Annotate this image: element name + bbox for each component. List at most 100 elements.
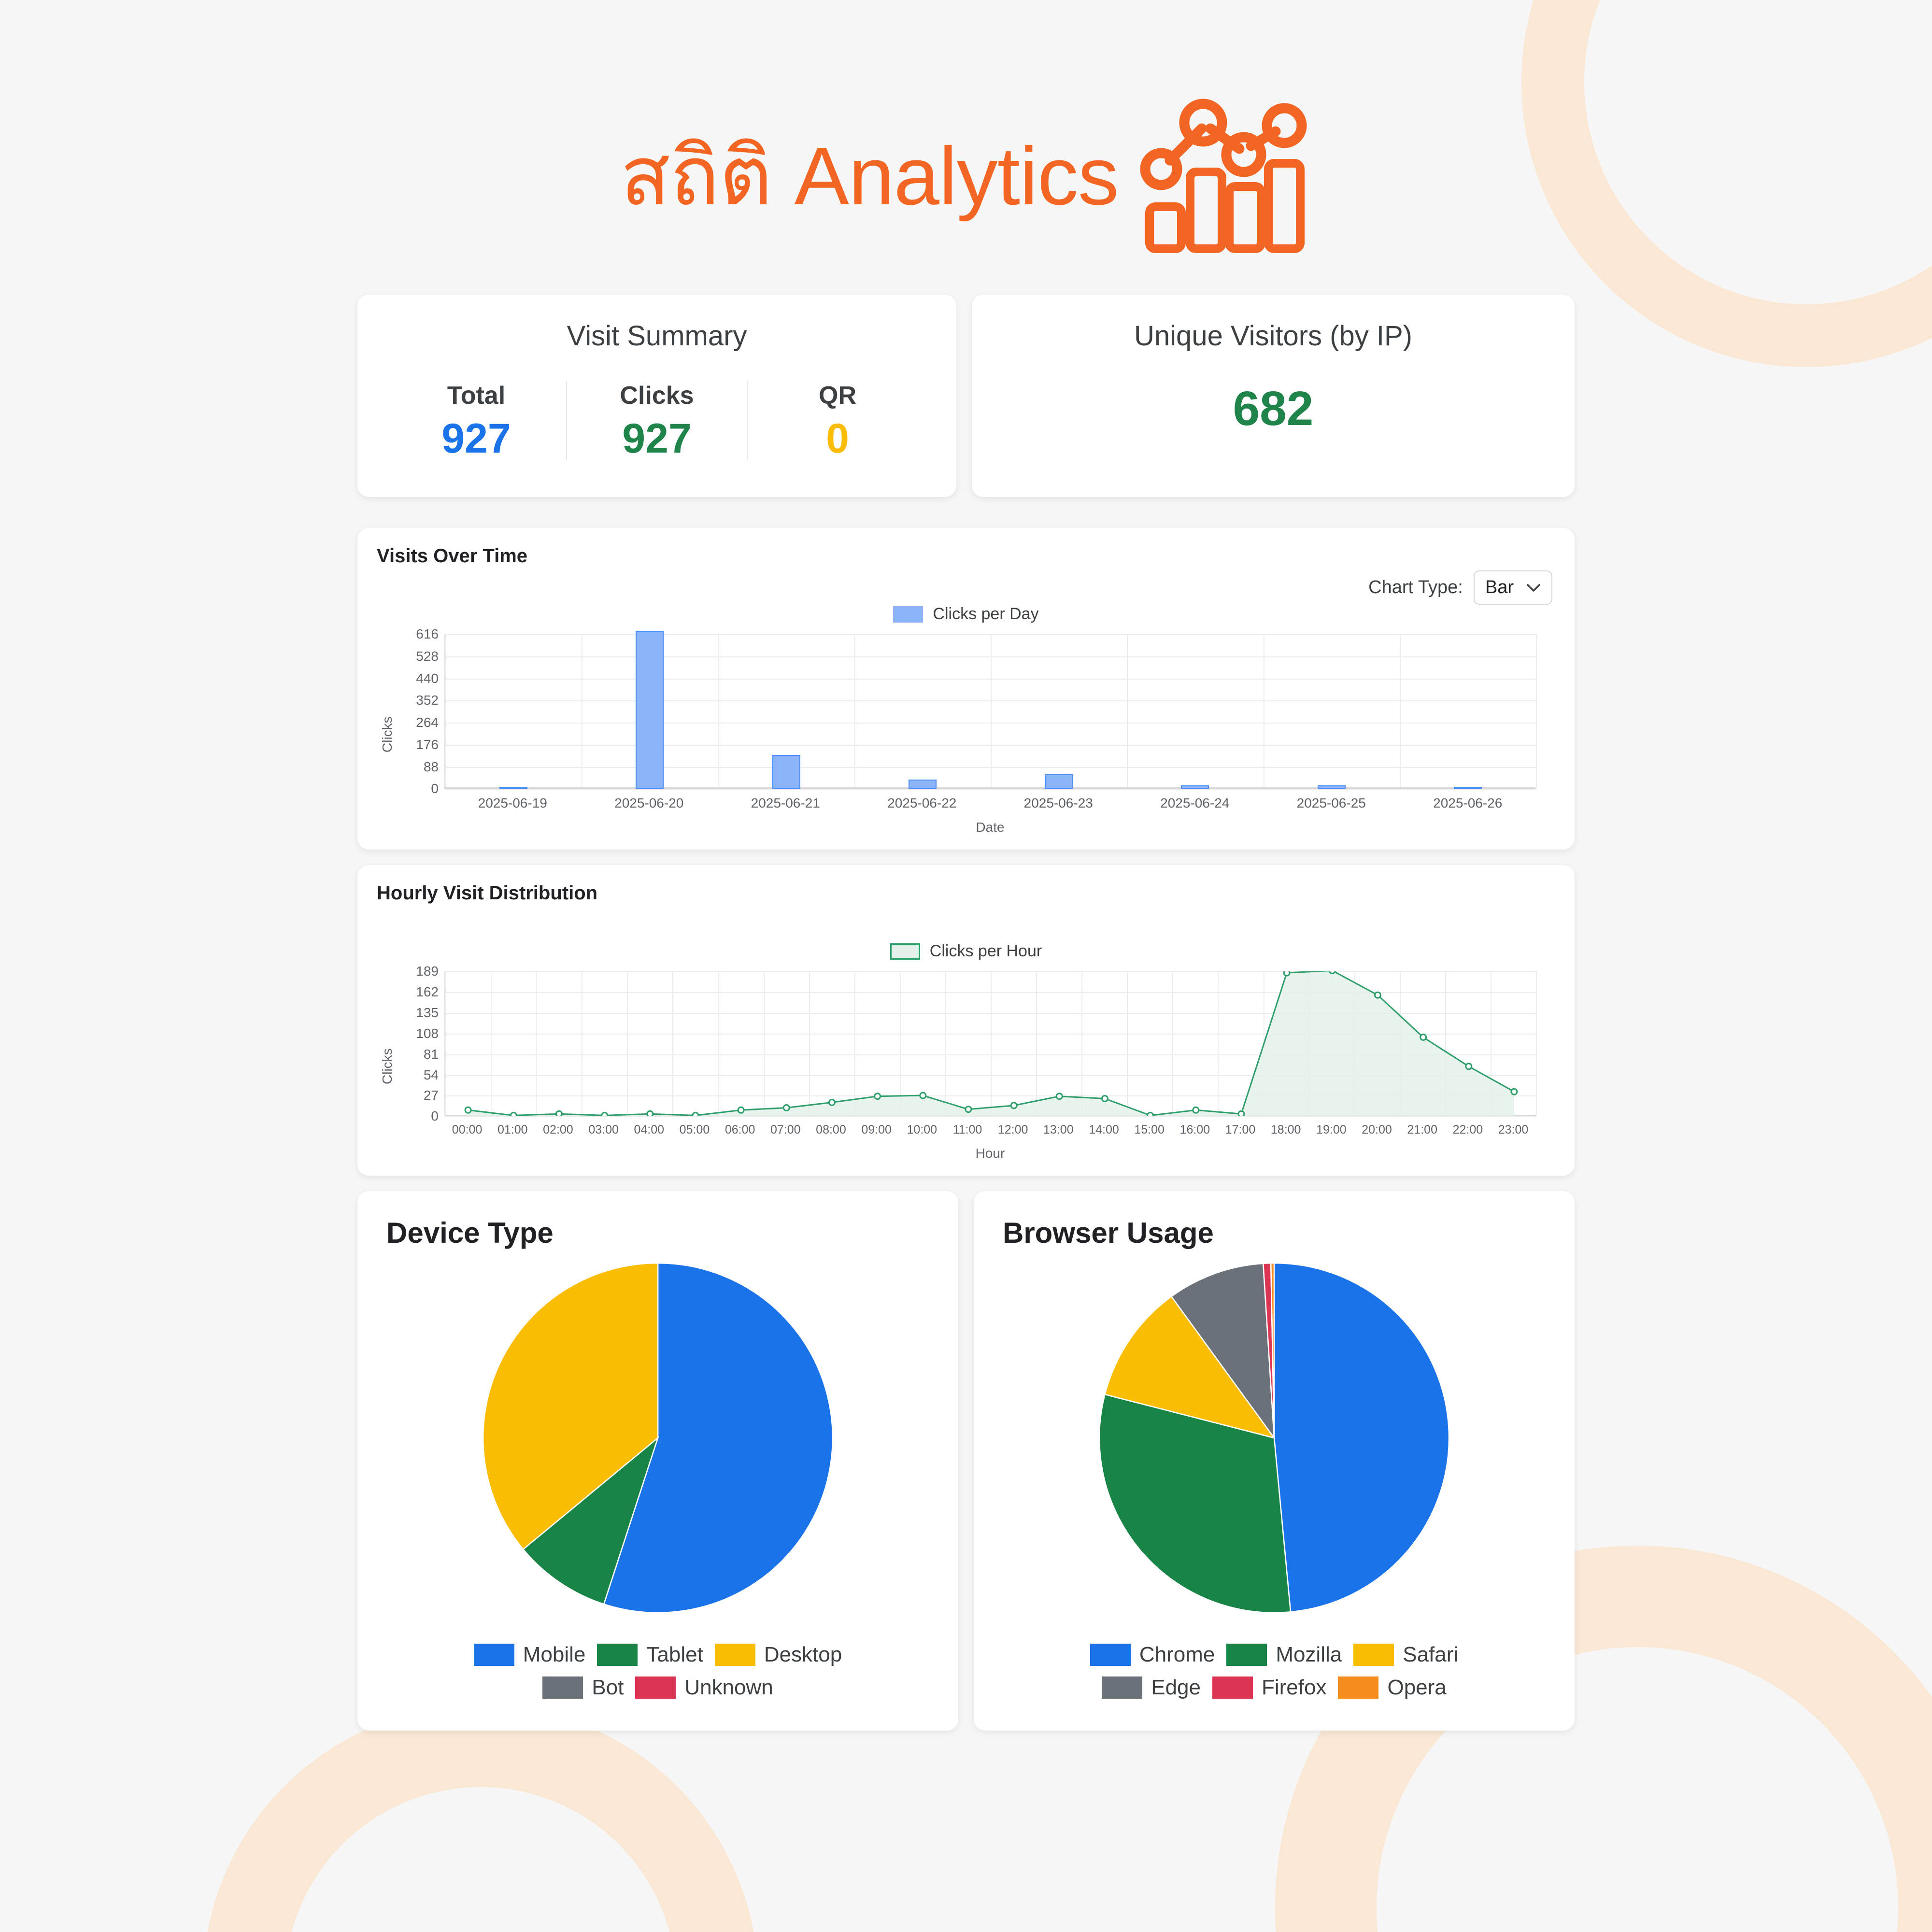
data-point[interactable] xyxy=(1055,1093,1063,1100)
visit-summary-heading: Visit Summary xyxy=(567,320,747,352)
data-point[interactable] xyxy=(646,1110,654,1117)
data-point[interactable] xyxy=(692,1112,699,1117)
legend-swatch-mobile xyxy=(473,1644,514,1666)
chart-type-select[interactable]: Bar xyxy=(1473,570,1552,605)
x-tick-label: 02:00 xyxy=(543,1123,573,1137)
bar[interactable] xyxy=(499,787,528,789)
data-point[interactable] xyxy=(1510,1088,1518,1095)
legend-swatch-bot xyxy=(542,1676,583,1699)
pie-slice-opera[interactable] xyxy=(1270,1263,1275,1438)
visits-over-time-card: Visits Over Time Chart Type: Bar Clicks … xyxy=(357,528,1575,850)
y-tick-label: 440 xyxy=(416,670,439,686)
area-fill xyxy=(468,971,1514,1117)
bar-slot xyxy=(718,634,854,789)
x-tick-label: 2025-06-20 xyxy=(614,796,684,811)
legend-item-bot[interactable]: Bot xyxy=(542,1676,624,1700)
analytics-line-bar-icon xyxy=(1140,99,1307,253)
data-point[interactable] xyxy=(828,1099,836,1107)
data-point[interactable] xyxy=(1237,1110,1245,1117)
browser-usage-legend: Chrome Mozilla Safari xyxy=(1003,1634,1546,1700)
data-point[interactable] xyxy=(1147,1112,1154,1117)
legend-item-mozilla[interactable]: Mozilla xyxy=(1226,1643,1342,1667)
gridline-vertical xyxy=(718,634,719,789)
data-point[interactable] xyxy=(1465,1063,1473,1070)
legend-label-opera: Opera xyxy=(1387,1676,1447,1700)
data-point[interactable] xyxy=(782,1104,790,1112)
bar[interactable] xyxy=(636,631,664,789)
visits-y-ticks: 0 88 176 264 352 440 528 616 xyxy=(398,626,444,796)
legend-label-mozilla: Mozilla xyxy=(1276,1643,1342,1667)
x-tick-label: 2025-06-19 xyxy=(478,796,547,811)
gridline-vertical xyxy=(445,634,446,789)
data-point[interactable] xyxy=(1374,991,1381,999)
y-tick-label: 54 xyxy=(423,1067,439,1082)
hourly-series xyxy=(464,971,1518,1117)
legend-label-firefox: Firefox xyxy=(1261,1676,1327,1700)
pie-slice-safari[interactable] xyxy=(1104,1295,1276,1439)
data-point[interactable] xyxy=(1283,971,1291,977)
bar[interactable] xyxy=(1181,785,1209,789)
y-tick-label: 162 xyxy=(416,984,439,1000)
x-tick-label: 06:00 xyxy=(724,1123,755,1137)
gridline-vertical xyxy=(491,971,492,1117)
data-point[interactable] xyxy=(1010,1102,1018,1109)
data-point[interactable] xyxy=(1328,971,1336,975)
legend-item-edge[interactable]: Edge xyxy=(1102,1676,1201,1700)
data-point[interactable] xyxy=(919,1092,927,1099)
gridline-vertical xyxy=(945,971,946,1117)
x-tick-label: 08:00 xyxy=(816,1123,846,1137)
pie-slice-mobile[interactable] xyxy=(603,1263,834,1614)
y-tick-label: 528 xyxy=(416,649,439,664)
data-point[interactable] xyxy=(510,1112,517,1117)
legend-item-desktop[interactable]: Desktop xyxy=(714,1643,842,1667)
x-tick-label: 18:00 xyxy=(1270,1123,1301,1137)
bar[interactable] xyxy=(1045,774,1073,789)
line-path xyxy=(468,971,1515,1117)
data-point[interactable] xyxy=(601,1112,609,1117)
legend-item-unknown[interactable]: Unknown xyxy=(635,1676,773,1700)
pie-slice-edge[interactable] xyxy=(1170,1263,1275,1440)
data-point[interactable] xyxy=(965,1106,972,1113)
legend-item-opera[interactable]: Opera xyxy=(1338,1676,1447,1700)
legend-item-safari[interactable]: Safari xyxy=(1353,1643,1458,1667)
x-tick-label: 21:00 xyxy=(1407,1123,1437,1137)
x-tick-label: 2025-06-23 xyxy=(1023,796,1093,811)
x-tick-label: 15:00 xyxy=(1134,1123,1165,1137)
device-type-pie-holder xyxy=(386,1254,929,1621)
data-point[interactable] xyxy=(1420,1034,1427,1041)
pie-slice-desktop[interactable] xyxy=(482,1263,659,1550)
x-tick-label: 10:00 xyxy=(907,1123,938,1137)
bar-series xyxy=(445,631,1536,789)
legend-label-tablet: Tablet xyxy=(646,1643,703,1667)
pie-slice-chrome[interactable] xyxy=(1273,1263,1450,1613)
hourly-y-axis-label: Clicks xyxy=(380,1048,395,1085)
pie-slice-tablet[interactable] xyxy=(522,1436,659,1605)
data-point[interactable] xyxy=(1192,1107,1200,1114)
y-tick-label: 88 xyxy=(423,759,439,774)
legend-item-firefox[interactable]: Firefox xyxy=(1212,1676,1326,1700)
pie-slice-mozilla[interactable] xyxy=(1098,1393,1292,1614)
chart-type-label: Chart Type: xyxy=(1368,577,1463,598)
data-point[interactable] xyxy=(464,1107,472,1114)
bar[interactable] xyxy=(908,779,937,789)
bar[interactable] xyxy=(772,755,800,789)
y-tick-label: 189 xyxy=(416,964,439,979)
data-point[interactable] xyxy=(555,1110,563,1117)
legend-swatch-tablet xyxy=(597,1644,638,1666)
visits-x-labels: 2025-06-19 2025-06-20 2025-06-21 2025-06-22… xyxy=(444,796,1536,811)
data-point[interactable] xyxy=(874,1093,881,1100)
browser-usage-title: Browser Usage xyxy=(1003,1217,1214,1250)
legend-swatch-edge xyxy=(1102,1676,1143,1699)
gridline-horizontal xyxy=(445,789,1536,790)
bar[interactable] xyxy=(1317,785,1346,789)
x-tick-label: 17:00 xyxy=(1225,1123,1256,1137)
metric-clicks-value: 927 xyxy=(622,415,692,462)
legend-item-mobile[interactable]: Mobile xyxy=(473,1643,585,1667)
data-point[interactable] xyxy=(1101,1095,1108,1103)
bar[interactable] xyxy=(1453,787,1482,789)
data-point[interactable] xyxy=(737,1107,745,1114)
x-tick-label: 13:00 xyxy=(1043,1123,1074,1137)
legend-item-tablet[interactable]: Tablet xyxy=(597,1643,703,1667)
legend-item-chrome[interactable]: Chrome xyxy=(1090,1643,1215,1667)
legend-label-unknown: Unknown xyxy=(684,1676,773,1700)
